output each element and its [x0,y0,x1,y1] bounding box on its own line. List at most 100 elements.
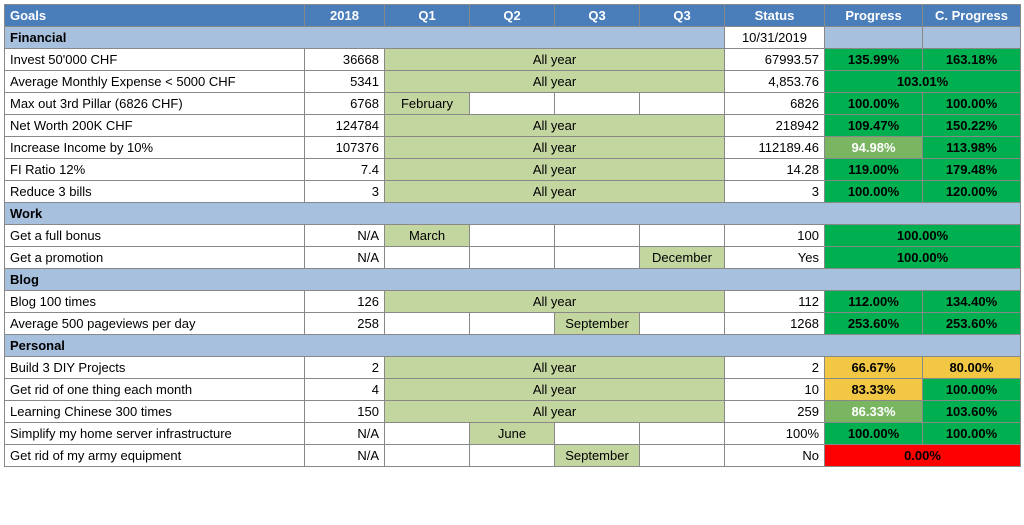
status: 100 [725,225,825,247]
cprogress: 100.00% [923,93,1021,115]
section-work: Work [5,203,1021,225]
status: 10 [725,379,825,401]
period: All year [385,291,725,313]
status: 3 [725,181,825,203]
row-promo: Get a promotion N/A December Yes 100.00% [5,247,1021,269]
q1: February [385,93,470,115]
goal-label: Invest 50'000 CHF [5,49,305,71]
goal-label: Increase Income by 10% [5,137,305,159]
progress: 83.33% [825,379,923,401]
y2018: 124784 [305,115,385,137]
goal-label: FI Ratio 12% [5,159,305,181]
progress: 109.47% [825,115,923,137]
status: 100% [725,423,825,445]
progress: 112.00% [825,291,923,313]
y2018: N/A [305,225,385,247]
cprogress: 80.00% [923,357,1021,379]
row-chinese: Learning Chinese 300 times 150 All year … [5,401,1021,423]
row-blog100: Blog 100 times 126 All year 112 112.00% … [5,291,1021,313]
row-pillar: Max out 3rd Pillar (6826 CHF) 6768 Febru… [5,93,1021,115]
row-firatio: FI Ratio 12% 7.4 All year 14.28 119.00% … [5,159,1021,181]
period: All year [385,357,725,379]
goals-table: Goals 2018 Q1 Q2 Q3 Q3 Status Progress C… [4,4,1021,467]
section-label: Personal [5,335,1021,357]
col-2018: 2018 [305,5,385,27]
row-getrid: Get rid of one thing each month 4 All ye… [5,379,1021,401]
row-server: Simplify my home server infrastructure N… [5,423,1021,445]
cprogress: 163.18% [923,49,1021,71]
section-blog: Blog [5,269,1021,291]
progress: 119.00% [825,159,923,181]
status: 259 [725,401,825,423]
period: All year [385,71,725,93]
section-personal: Personal [5,335,1021,357]
section-label: Financial [5,27,725,49]
section-label: Blog [5,269,1021,291]
period: All year [385,379,725,401]
y2018: N/A [305,423,385,445]
col-q1: Q1 [385,5,470,27]
status: Yes [725,247,825,269]
goal-label: Get a full bonus [5,225,305,247]
y2018: 7.4 [305,159,385,181]
q4: December [640,247,725,269]
y2018: N/A [305,247,385,269]
status: 4,853.76 [725,71,825,93]
cprogress: 100.00% [923,423,1021,445]
col-status: Status [725,5,825,27]
period: All year [385,401,725,423]
goal-label: Blog 100 times [5,291,305,313]
row-expense: Average Monthly Expense < 5000 CHF 5341 … [5,71,1021,93]
section-label: Work [5,203,1021,225]
financial-date: 10/31/2019 [725,27,825,49]
progress: 253.60% [825,313,923,335]
status: No [725,445,825,467]
y2018: 5341 [305,71,385,93]
status: 14.28 [725,159,825,181]
y2018: 150 [305,401,385,423]
progress: 0.00% [825,445,1021,467]
progress: 100.00% [825,423,923,445]
cprogress: 113.98% [923,137,1021,159]
progress: 100.00% [825,181,923,203]
col-q3b: Q3 [640,5,725,27]
goal-label: Net Worth 200K CHF [5,115,305,137]
status: 112 [725,291,825,313]
goal-label: Simplify my home server infrastructure [5,423,305,445]
q3: September [555,313,640,335]
col-cprogress: C. Progress [923,5,1021,27]
status: 218942 [725,115,825,137]
cprogress: 179.48% [923,159,1021,181]
y2018: 126 [305,291,385,313]
period: All year [385,137,725,159]
cprogress: 150.22% [923,115,1021,137]
y2018: 4 [305,379,385,401]
goal-label: Max out 3rd Pillar (6826 CHF) [5,93,305,115]
row-army: Get rid of my army equipment N/A Septemb… [5,445,1021,467]
progress: 100.00% [825,93,923,115]
goal-label: Reduce 3 bills [5,181,305,203]
row-pv500: Average 500 pageviews per day 258 Septem… [5,313,1021,335]
status: 67993.57 [725,49,825,71]
col-progress: Progress [825,5,923,27]
progress: 135.99% [825,49,923,71]
row-bonus: Get a full bonus N/A March 100 100.00% [5,225,1021,247]
period: All year [385,115,725,137]
col-q2: Q2 [470,5,555,27]
period: All year [385,49,725,71]
col-goals: Goals [5,5,305,27]
status: 112189.46 [725,137,825,159]
y2018: 107376 [305,137,385,159]
period: All year [385,159,725,181]
goal-label: Get rid of my army equipment [5,445,305,467]
y2018: 2 [305,357,385,379]
goal-label: Get a promotion [5,247,305,269]
row-income: Increase Income by 10% 107376 All year 1… [5,137,1021,159]
y2018: 258 [305,313,385,335]
section-financial: Financial 10/31/2019 [5,27,1021,49]
goal-label: Average Monthly Expense < 5000 CHF [5,71,305,93]
progress: 100.00% [825,247,1021,269]
progress: 94.98% [825,137,923,159]
q2: June [470,423,555,445]
goal-label: Learning Chinese 300 times [5,401,305,423]
